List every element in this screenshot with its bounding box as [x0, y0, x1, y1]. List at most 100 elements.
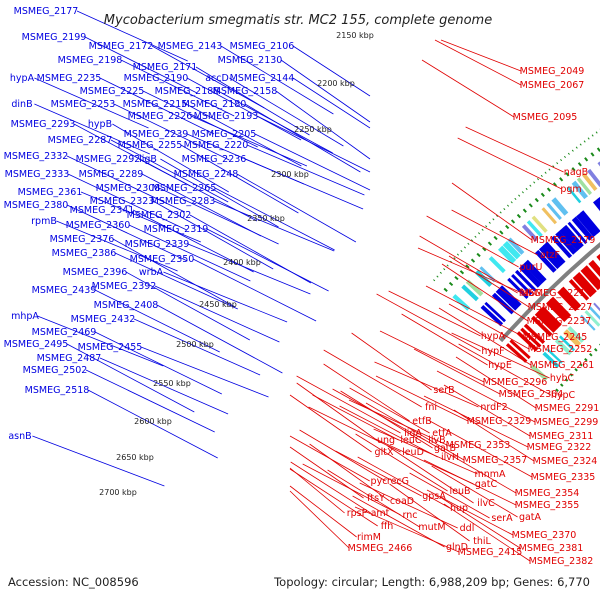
reverse-gene-label: MSMEG_2415 [458, 547, 523, 558]
reverse-leader-line [296, 375, 401, 434]
forward-strand-genes [480, 196, 600, 327]
forward-gene-label: MSMEG_2319 [144, 224, 209, 235]
forward-leader-line [140, 346, 269, 398]
reverse-gene-label: mutM [418, 522, 445, 533]
forward-leader-line [34, 103, 150, 155]
reverse-strand-genes [505, 253, 600, 363]
forward-gene-label: MSMEG_2396 [63, 267, 128, 278]
reverse-leader-line [451, 182, 533, 241]
reverse-gene-label: MSMEG_2221 [521, 288, 586, 299]
gene-feature [534, 249, 557, 273]
reverse-leader-line [427, 419, 533, 478]
kbp-tick-label: 2550 kbp [153, 379, 191, 388]
gene-feature [576, 212, 599, 238]
forward-leader-line [187, 243, 311, 295]
reverse-gene-label: gatB [434, 443, 456, 454]
forward-gene-label: MSMEG_2293 [11, 119, 76, 130]
gene-feature [597, 196, 600, 203]
reverse-leader-line [389, 483, 470, 542]
gene-feature [484, 301, 506, 323]
reverse-gene-label: gpsA [422, 491, 446, 502]
gene-feature [555, 230, 578, 255]
reverse-leader-line [431, 465, 518, 518]
gene-feature [538, 306, 562, 330]
reverse-gene-label: ilvH [441, 452, 459, 463]
reverse-leader-line [451, 209, 538, 256]
forward-gene-label: MSMEG_2432 [71, 314, 136, 325]
gene-feature [522, 259, 547, 284]
reverse-leader-line [355, 433, 448, 492]
reverse-gene-label: mnmA [474, 469, 506, 480]
gene-feature [495, 287, 520, 311]
cog-feature [551, 197, 569, 216]
forward-gene-label: MSMEG_2455 [78, 342, 143, 353]
cog-feature [567, 326, 585, 343]
reverse-gene-label: hypA [481, 331, 506, 342]
reverse-leader-line [423, 459, 517, 506]
forward-gene-label: MSMEG_2215 [123, 99, 188, 110]
forward-gene-label: MSMEG_2220 [184, 140, 249, 151]
reverse-leader-line [354, 506, 460, 553]
reverse-leader-line [457, 137, 562, 190]
forward-leader-line [280, 59, 371, 123]
reverse-leader-line [421, 59, 515, 118]
forward-gene-label: MSMEG_2360 [66, 220, 131, 231]
forward-gene-label: MSMEG_2143 [158, 41, 223, 52]
forward-gene-label: asnB [8, 431, 31, 442]
cog-feature [584, 310, 600, 327]
forward-gene-label: accD [205, 73, 229, 84]
reverse-gene-label: leuC [400, 435, 422, 446]
gene-feature [563, 224, 584, 248]
gene-feature [593, 198, 600, 212]
forward-leader-line [142, 90, 258, 148]
forward-gene-label: MSMEG_2339 [125, 239, 190, 250]
reverse-gene-label: MSMEG_2324 [533, 456, 598, 467]
forward-gene-label: MSMEG_2205 [192, 129, 257, 140]
forward-leader-line [113, 103, 230, 161]
forward-gene-label: MSMEG_2518 [25, 385, 90, 396]
cog-feature [546, 202, 562, 220]
reverse-gene-label: ftsY [367, 493, 385, 504]
reverse-leader-line [438, 307, 532, 366]
reverse-leader-line [289, 467, 345, 514]
reverse-leader-line [374, 361, 479, 408]
forward-gene-label: MSMEG_2265 [152, 183, 217, 194]
forward-leader-line [275, 90, 371, 160]
forward-gene-label: MSMEG_2171 [133, 62, 198, 73]
reverse-leader-line [387, 445, 474, 504]
forward-gene-label: MSMEG_2144 [230, 73, 295, 84]
reverse-gene-label: MSMEG_2353 [446, 440, 511, 451]
gene-feature [571, 216, 594, 241]
forward-gene-label: MSMEG_2289 [79, 169, 144, 180]
reverse-gene-label: gatC [475, 479, 498, 490]
cog-feature [531, 215, 548, 233]
forward-gene-label: MSMEG_2193 [194, 111, 259, 122]
forward-leader-line [125, 271, 250, 341]
reverse-gene-label: MSMEG_2335 [531, 472, 596, 483]
reverse-leader-line [417, 247, 523, 294]
forward-leader-line [256, 115, 371, 173]
forward-leader-line [220, 45, 334, 115]
forward-gene-label: MSMEG_2495 [4, 339, 69, 350]
kbp-tick-label: 2500 kbp [176, 340, 214, 349]
forward-leader-line [292, 45, 371, 97]
reverse-gene-label: ilvC [477, 498, 495, 509]
forward-gene-label: MSMEG_2106 [230, 41, 295, 52]
reverse-gene-label: fabG [519, 288, 542, 299]
forward-leader-line [76, 10, 188, 62]
forward-leader-line [190, 115, 308, 167]
reverse-leader-line [296, 382, 377, 441]
gene-feature [584, 265, 600, 285]
gene-feature [580, 267, 600, 291]
gene-feature [561, 286, 582, 308]
forward-leader-line [154, 285, 280, 343]
cog-feature [588, 306, 600, 321]
cog-feature [530, 364, 549, 381]
reverse-leader-line [451, 332, 550, 379]
reverse-leader-line [455, 356, 537, 409]
reverse-leader-line [312, 394, 399, 441]
forward-leader-line [66, 204, 188, 262]
forward-leader-line [195, 66, 310, 136]
cog-feature [521, 224, 539, 242]
